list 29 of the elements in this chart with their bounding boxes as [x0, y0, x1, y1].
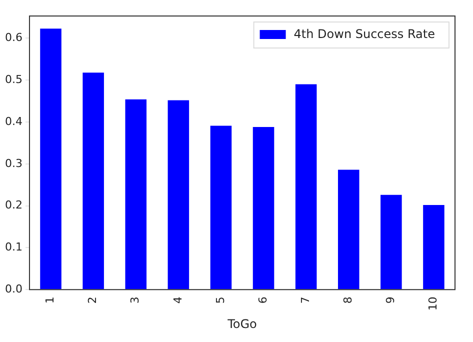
bar: [82, 72, 104, 290]
bar: [338, 170, 360, 290]
bar: [295, 84, 317, 290]
bar: [380, 194, 402, 290]
legend-label: 4th Down Success Rate: [294, 27, 436, 42]
bar: [168, 100, 190, 290]
bar: [423, 204, 444, 290]
y-tick-label: 0.4: [4, 114, 22, 128]
bar: [210, 126, 232, 290]
y-tick-label: 0.5: [4, 72, 22, 86]
x-axis-title: ToGo: [226, 316, 257, 331]
bar: [40, 28, 62, 290]
y-tick-label: 0.2: [4, 198, 22, 212]
x-tick-label: 3: [128, 296, 142, 304]
y-tick-label: 0.3: [4, 156, 22, 170]
bar: [125, 99, 147, 290]
bar: [252, 127, 274, 290]
x-tick-label: 1: [44, 296, 57, 304]
x-tick-label: 5: [214, 296, 227, 304]
x-tick-label: 8: [341, 296, 354, 304]
x-tick-label: 2: [86, 296, 100, 304]
x-tick-label: 10: [426, 296, 440, 311]
y-tick-label: 0.0: [4, 282, 22, 296]
x-tick-label: 4: [171, 296, 184, 304]
x-tick-label: 6: [256, 296, 270, 304]
y-tick-label: 0.1: [4, 240, 22, 254]
x-tick-label: 9: [384, 296, 398, 304]
x-tick-label: 7: [298, 296, 312, 304]
y-tick-label: 0.6: [4, 31, 22, 44]
